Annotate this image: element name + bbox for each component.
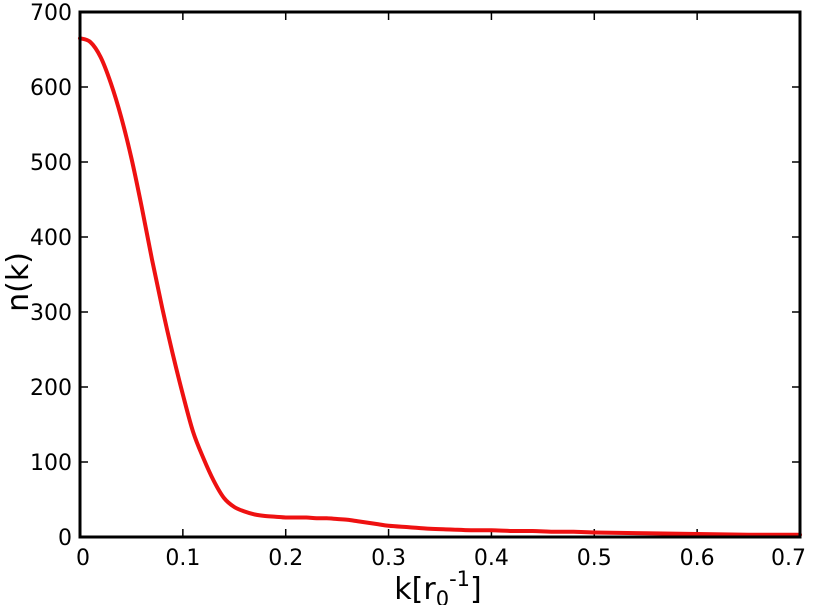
- y-tick-label: 700: [30, 1, 72, 26]
- x-axis-label-base: k[r: [394, 572, 436, 605]
- x-axis-tick-labels: 0 0.1 0.2 0.3 0.4 0.5 0.6 0.7: [76, 546, 806, 571]
- x-tick-label: 0.3: [371, 546, 406, 571]
- x-tick-label: 0: [76, 546, 90, 571]
- x-tick-label: 0.2: [268, 546, 303, 571]
- y-tick-label: 300: [30, 301, 72, 326]
- y-tick-label: 500: [30, 151, 72, 176]
- y-tick-label: 600: [30, 76, 72, 101]
- x-tick-label: 0.5: [577, 546, 612, 571]
- x-tick-label: 0.1: [165, 546, 200, 571]
- y-axis-ticks: [80, 11, 800, 538]
- x-tick-label: 0.7: [771, 546, 806, 571]
- x-tick-label: 0.6: [680, 546, 715, 571]
- series-line: [78, 36, 802, 537]
- x-tick-label: 0.4: [474, 546, 509, 571]
- x-axis-label-superscript: -1: [449, 567, 470, 591]
- plot-frame: [78, 10, 802, 539]
- series-layer: [78, 36, 802, 537]
- y-tick-label: 200: [30, 376, 72, 401]
- x-axis-label-subscript: 0: [436, 587, 449, 605]
- y-tick-label: 400: [30, 226, 72, 251]
- x-axis-label: k[r0-1]: [394, 567, 481, 605]
- x-axis-ticks: [79, 12, 801, 537]
- y-axis-tick-labels: 0 100 200 300 400 500 600 700: [30, 1, 72, 551]
- y-tick-label: 0: [58, 526, 72, 551]
- x-axis-label-close: ]: [470, 572, 482, 605]
- y-tick-label: 100: [30, 451, 72, 476]
- y-axis-label: n(k): [1, 252, 36, 312]
